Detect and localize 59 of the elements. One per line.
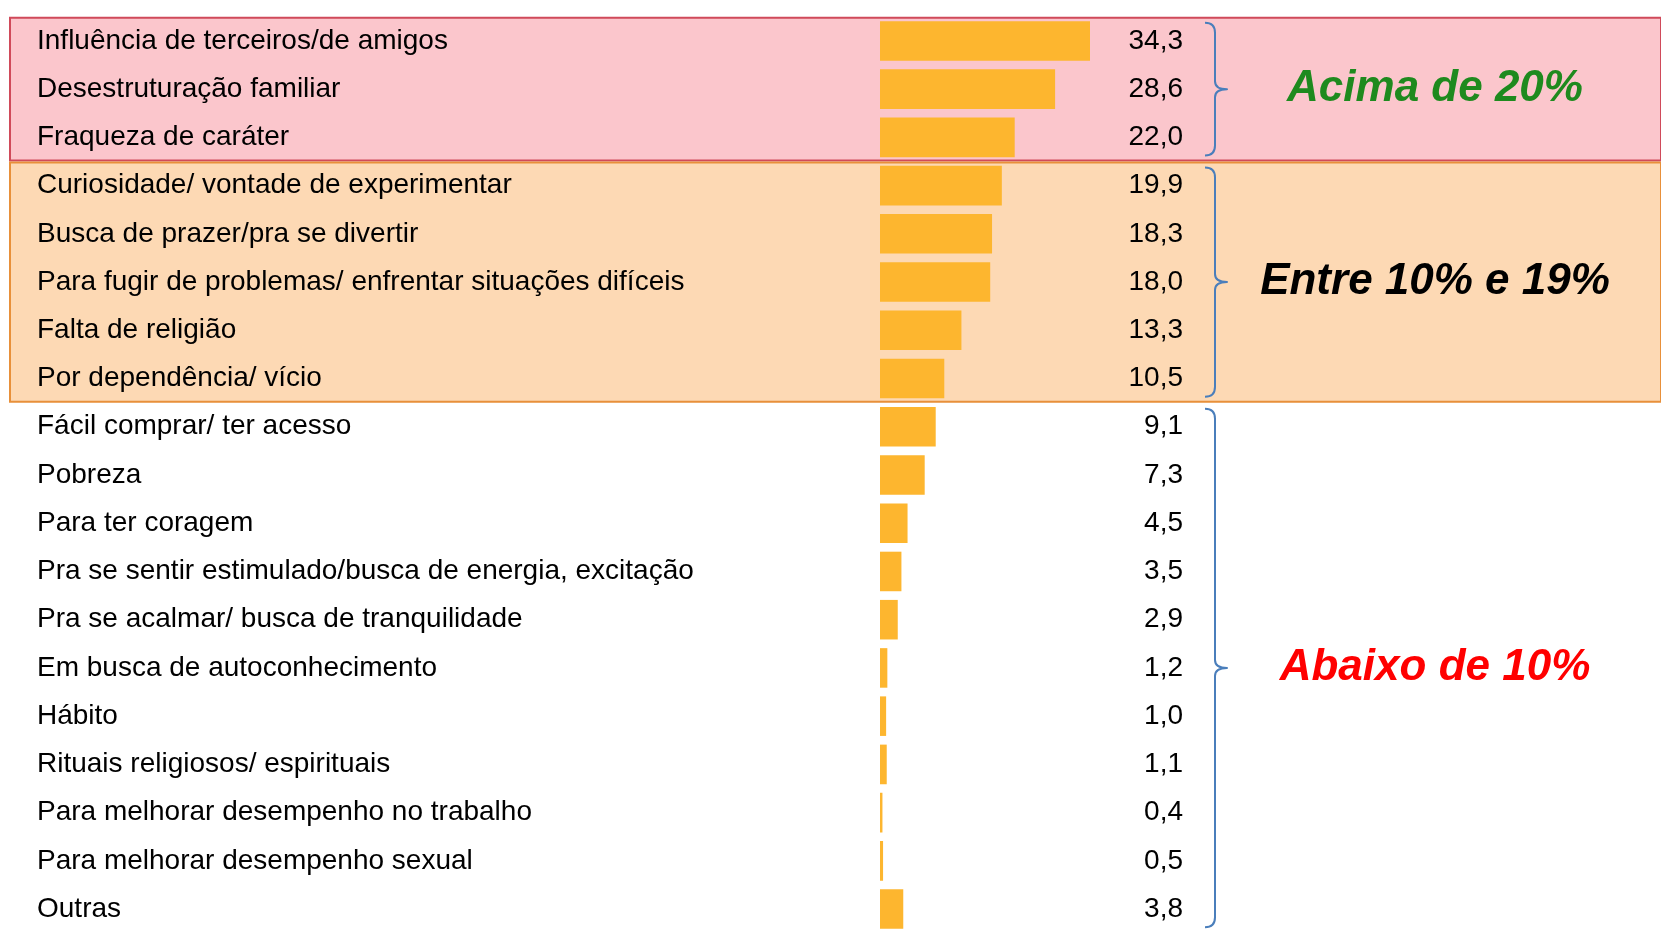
data-label: 7,3 [1144, 457, 1183, 489]
data-label: 1,2 [1144, 650, 1183, 682]
bar [880, 406, 936, 447]
bar [880, 503, 908, 544]
bar [880, 551, 902, 592]
y-tick-label: Busca de prazer/pra se divertir [37, 216, 419, 248]
y-tick-label: Falta de religião [37, 313, 237, 345]
y-tick-label: Pra se sentir estimulado/busca de energia, excitação [37, 554, 694, 586]
data-label: 28,6 [1128, 71, 1183, 103]
data-label: 1,0 [1144, 698, 1183, 730]
bar [880, 841, 884, 881]
y-tick-label: Influência de terceiros/de amigos [37, 23, 448, 55]
y-tick-label: Para fugir de problemas/ enfrentar situações difíceis [37, 264, 685, 296]
y-tick-label: Para melhorar desempenho sexual [37, 843, 473, 875]
bar [880, 262, 991, 302]
y-tick-label: Fraqueza de caráter [37, 120, 290, 152]
text: Abaixo de 10% [1278, 640, 1591, 690]
data-label: 34,3 [1128, 23, 1183, 55]
y-tick-label: Por dependência/ vício [37, 361, 322, 393]
data-label: 0,4 [1144, 795, 1183, 827]
y-tick-label: Curiosidade/ vontade de experimentar [37, 168, 512, 200]
bar [880, 889, 904, 929]
bar [880, 599, 898, 640]
bar [880, 648, 888, 688]
y-tick-label: Desestruturação familiar [37, 71, 341, 103]
bar [880, 21, 1090, 61]
y-tick-label: Pra se acalmar/ busca de tranquilidade [37, 602, 523, 634]
data-label: 13,3 [1128, 313, 1183, 345]
data-label: 19,9 [1128, 168, 1183, 200]
data-label: 4,5 [1144, 505, 1183, 537]
data-label: 10,5 [1128, 361, 1183, 393]
data-label: 1,1 [1144, 747, 1183, 779]
y-tick-label: Para melhorar desempenho no trabalho [37, 795, 532, 827]
data-label: 22,0 [1128, 120, 1183, 152]
y-tick-label: Hábito [37, 698, 118, 730]
data-label: 0,5 [1144, 843, 1183, 875]
y-tick-label: Outras [37, 891, 122, 923]
data-label: 18,3 [1128, 216, 1183, 248]
y-tick-label: Rituais religiosos/ espirituais [37, 747, 391, 779]
band-label: Acima de 20% [1286, 61, 1583, 111]
data-label: 2,9 [1144, 602, 1183, 634]
band-label: Entre 10% e 19% [1260, 254, 1610, 304]
data-label: 18,0 [1128, 264, 1183, 296]
data-label: 9,1 [1144, 409, 1183, 441]
y-tick-label: Pobreza [37, 457, 142, 489]
bar [880, 696, 887, 736]
bar [880, 117, 1015, 158]
bar [880, 744, 887, 785]
y-tick-label: Para ter coragem [37, 505, 254, 537]
bar [880, 69, 1056, 109]
data-label: 3,8 [1144, 891, 1183, 923]
y-tick-label: Fácil comprar/ ter acesso [37, 409, 352, 441]
bar [880, 214, 993, 254]
bar [880, 358, 945, 399]
y-tick-label: Em busca de autoconhecimento [37, 650, 438, 682]
bar [880, 165, 1002, 206]
bar [880, 310, 962, 351]
bar [880, 455, 925, 495]
data-label: 3,5 [1144, 554, 1183, 586]
